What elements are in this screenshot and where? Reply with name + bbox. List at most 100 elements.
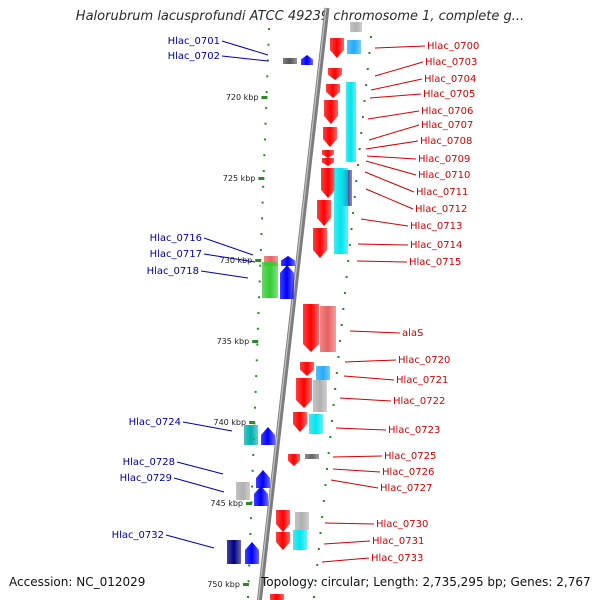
- guide-dot: [370, 36, 372, 38]
- leader-line: [203, 253, 256, 263]
- leader-line: [349, 330, 401, 334]
- gene-block: [347, 40, 361, 54]
- gene-label-reverse: Hlac_0717: [150, 249, 202, 260]
- scale-tick-label: 720 kbp: [226, 93, 259, 102]
- gene-label-reverse: Hlac_0716: [150, 233, 202, 244]
- leader-line: [357, 243, 409, 246]
- guide-dot: [261, 201, 264, 204]
- gene-label-forward: Hlac_0721: [396, 375, 448, 386]
- guide-dot: [319, 532, 322, 534]
- gene-block: [346, 82, 356, 162]
- gene-arrow: [313, 228, 327, 258]
- leader-line: [165, 534, 215, 549]
- guide-dot: [268, 28, 270, 30]
- guide-dot: [345, 276, 348, 278]
- genome-backbone: [256, 7, 330, 600]
- guide-dot: [314, 580, 317, 582]
- gene-label-forward: Hlac_0722: [393, 396, 445, 407]
- leader-line: [182, 421, 233, 432]
- scale-tick: [255, 259, 262, 262]
- guide-dot: [249, 517, 252, 520]
- leader-line: [365, 188, 414, 210]
- gene-arrow: [296, 378, 312, 408]
- leader-line: [356, 260, 408, 263]
- guide-dot: [348, 244, 351, 246]
- guide-dot: [347, 260, 350, 262]
- gene-label-forward: Hlac_0714: [410, 240, 462, 251]
- gene-label-forward: Hlac_0706: [421, 106, 473, 117]
- guide-dot: [326, 468, 329, 470]
- leader-line: [365, 160, 417, 176]
- guide-dot: [363, 100, 366, 102]
- gene-label-reverse: Hlac_0701: [168, 36, 220, 47]
- grid-dots: [247, 28, 372, 598]
- gene-label-reverse: Hlac_0718: [147, 266, 199, 277]
- leader-line: [221, 40, 269, 56]
- gene-label-forward: Hlac_0704: [424, 74, 476, 85]
- leader-line: [324, 522, 375, 525]
- guide-dot: [260, 233, 263, 236]
- gene-block: [244, 425, 258, 445]
- guide-dot: [340, 324, 343, 326]
- scale-tick: [252, 340, 259, 343]
- gene-arrow: [300, 362, 314, 376]
- gene-label-forward: Hlac_0711: [416, 187, 468, 198]
- gene-label-forward: Hlac_0733: [371, 553, 423, 564]
- gene-arrow: [317, 200, 331, 226]
- guide-dot: [368, 52, 371, 54]
- gene-arrow: [276, 510, 290, 532]
- leader-line: [374, 61, 424, 77]
- scale-tick: [246, 502, 253, 505]
- guide-dot: [266, 75, 269, 78]
- gene-label-forward: Hlac_0725: [384, 451, 436, 462]
- guide-dot: [263, 154, 266, 157]
- scale-tick-label: 725 kbp: [223, 174, 256, 183]
- guide-dot: [329, 436, 332, 438]
- leader-line: [221, 55, 269, 62]
- guide-dot: [356, 164, 359, 166]
- leader-line: [368, 124, 420, 141]
- gene-label-forward: Hlac_0703: [425, 57, 477, 68]
- guide-dot: [350, 228, 353, 230]
- leader-line: [173, 477, 225, 493]
- scale-tick-label: 745 kbp: [210, 499, 243, 508]
- leader-line: [335, 427, 387, 431]
- gene-features: [227, 22, 362, 600]
- gene-arrow: [245, 542, 259, 564]
- leader-line: [200, 270, 249, 279]
- guide-dot: [334, 388, 337, 390]
- gene-block: [227, 540, 241, 564]
- guide-dot: [256, 327, 259, 330]
- leader-line: [343, 375, 395, 381]
- gene-block: [236, 482, 250, 500]
- guide-dot: [252, 454, 255, 456]
- accession-text: Accession: NC_012029: [9, 575, 146, 589]
- guide-dot: [322, 500, 325, 502]
- gene-arrow: [322, 150, 334, 158]
- gene-arrow: [322, 158, 334, 166]
- guide-dot: [343, 292, 346, 294]
- gene-label-reverse: Hlac_0729: [120, 473, 172, 484]
- scale-tick-label: 750 kbp: [207, 580, 240, 589]
- gene-arrow: [276, 532, 290, 550]
- leader-line: [364, 171, 415, 193]
- leader-line: [330, 479, 379, 489]
- gene-arrow: [256, 470, 270, 488]
- leader-line: [332, 455, 383, 458]
- leader-line: [374, 45, 426, 49]
- guide-dot: [366, 68, 369, 70]
- guide-dot: [342, 308, 345, 310]
- gene-label-forward: alaS: [402, 328, 423, 339]
- guide-dot: [337, 356, 340, 358]
- guide-dot: [258, 280, 261, 283]
- gene-label-forward: Hlac_0709: [418, 154, 470, 165]
- guide-dot: [361, 116, 364, 118]
- label-leader-lines: [165, 40, 426, 563]
- gene-block: [320, 306, 336, 352]
- guide-dot: [251, 485, 254, 488]
- gene-arrow: [328, 68, 342, 80]
- guide-dot: [254, 406, 256, 409]
- guide-dot: [335, 372, 338, 374]
- scale-tick: [242, 583, 249, 586]
